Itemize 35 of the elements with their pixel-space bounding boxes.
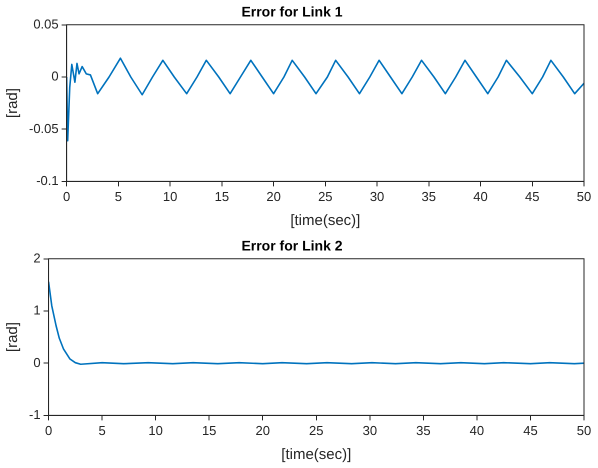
x-tick-label: 40	[473, 188, 488, 204]
x-tick-label: 10	[148, 422, 163, 438]
x-tick-label: 15	[214, 188, 230, 204]
x-tick-label: 15	[202, 422, 216, 438]
y-axis-title: [rad]	[4, 322, 22, 352]
x-tick-label: 50	[576, 188, 592, 204]
x-tick-label: 40	[470, 422, 484, 438]
chart-title: Error for Link 1	[241, 3, 343, 20]
chart-title: Error for Link 2	[241, 237, 343, 254]
y-tick-label: 0	[33, 354, 41, 370]
x-tick-label: 30	[362, 422, 378, 438]
y-tick-label: 0	[51, 68, 59, 84]
x-tick-label: 5	[114, 188, 122, 204]
x-tick-label: 0	[63, 188, 70, 204]
y-tick-label: -0.1	[36, 172, 59, 188]
x-tick-label: 25	[309, 422, 324, 438]
x-tick-label: 25	[318, 188, 333, 204]
x-tick-label: 20	[266, 188, 281, 204]
x-tick-label: 35	[422, 188, 436, 204]
x-tick-label: 5	[98, 422, 106, 438]
y-axis-title: [rad]	[4, 88, 22, 118]
x-tick-label: 10	[162, 188, 178, 204]
y-tick-label: -0.05	[28, 120, 59, 136]
x-tick-label: 35	[416, 422, 431, 438]
x-tick-label: 30	[370, 188, 384, 204]
x-tick-label: 20	[256, 422, 270, 438]
x-tick-label: 45	[525, 188, 540, 204]
y-tick-label: -1	[28, 406, 41, 422]
x-axis-title: [time(sec)]	[281, 446, 352, 464]
y-tick-label: 0.05	[33, 16, 59, 32]
x-tick-label: 45	[523, 422, 538, 438]
x-tick-label: 50	[576, 422, 592, 438]
y-tick-label: 2	[33, 250, 41, 266]
y-tick-label: 1	[33, 302, 41, 318]
x-axis-title: [time(sec)]	[290, 212, 360, 230]
